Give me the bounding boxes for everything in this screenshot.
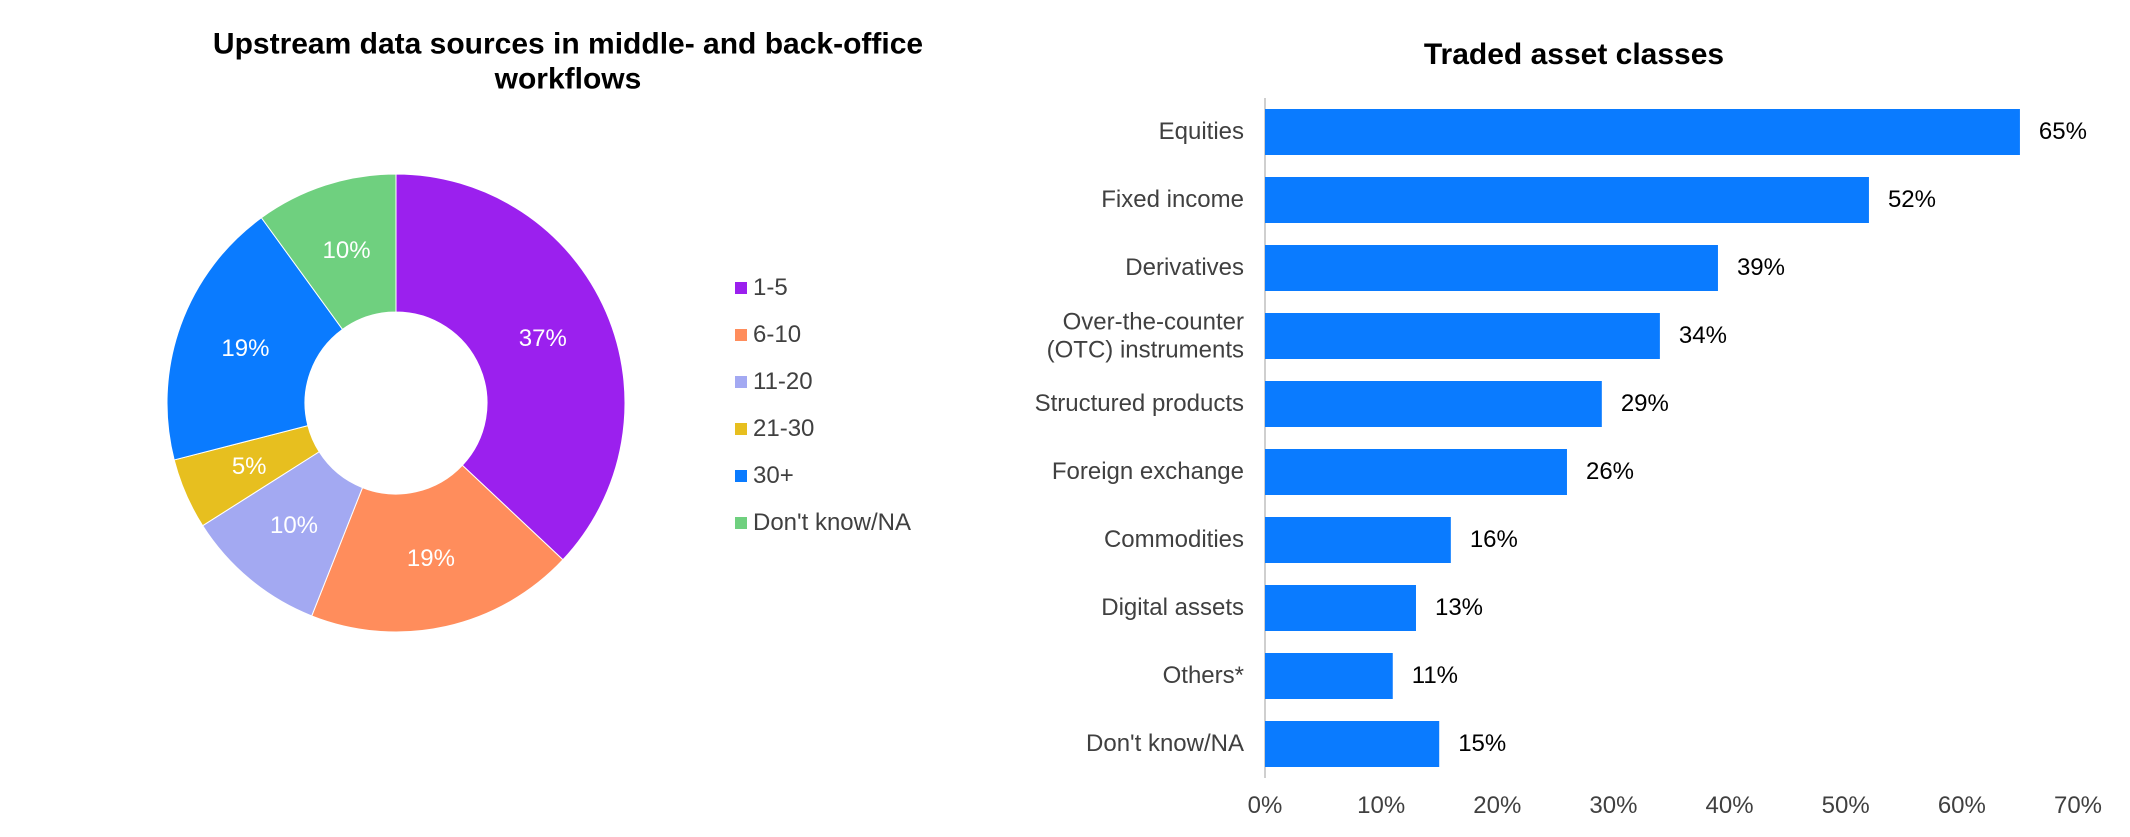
legend-swatch — [735, 470, 747, 482]
bar — [1265, 177, 1869, 223]
y-tick-label: Equities — [1158, 118, 1244, 146]
legend-label: 21-30 — [753, 415, 815, 443]
x-tick-label: 60% — [1937, 792, 1986, 820]
bar — [1265, 449, 1567, 495]
y-tick-label: Derivatives — [1125, 254, 1244, 282]
slice-label: 10% — [269, 512, 319, 540]
value-label: 15% — [1458, 730, 1507, 758]
y-tick-label: Digital assets — [1101, 594, 1244, 622]
bar — [1265, 109, 2020, 155]
bar — [1265, 313, 1660, 359]
legend-swatch — [735, 376, 747, 388]
y-tick-label: Over-the-counter (OTC) instruments — [1046, 308, 1244, 363]
slice-label: 37% — [518, 325, 567, 353]
value-label: 26% — [1585, 458, 1635, 486]
legend-swatch — [735, 282, 747, 294]
legend-swatch — [735, 517, 747, 529]
slice-label: 19% — [221, 335, 270, 362]
y-tick-label: Fixed income — [1101, 186, 1244, 214]
bar — [1265, 585, 1416, 631]
value-label: 16% — [1469, 526, 1518, 554]
bar — [1265, 245, 1718, 291]
x-tick-label: 10% — [1357, 792, 1406, 820]
bar — [1265, 653, 1393, 699]
bar — [1265, 381, 1602, 427]
pie-slice — [260, 173, 397, 331]
slice-label: 19% — [406, 545, 455, 573]
value-label: 65% — [2038, 118, 2087, 146]
legend-swatch — [735, 329, 747, 341]
value-label: 52% — [1887, 186, 1936, 214]
value-label: 34% — [1678, 322, 1727, 350]
slice-label: 10% — [322, 237, 371, 265]
y-tick-label: Structured products — [1034, 390, 1244, 418]
legend-label: 30+ — [753, 462, 794, 490]
legend-label: 11-20 — [753, 368, 813, 396]
y-tick-label: Don't know/NA — [1086, 730, 1244, 758]
legend-label: Don't know/NA — [753, 509, 911, 537]
chart-title: Traded asset classes — [1423, 37, 1725, 71]
pie-slice — [395, 173, 626, 561]
bar — [1265, 721, 1440, 767]
bar — [1265, 517, 1451, 563]
value-label: 11% — [1411, 662, 1459, 690]
legend-label: 6-10 — [753, 321, 802, 349]
pie-slice — [166, 217, 344, 461]
x-tick-label: 50% — [1821, 792, 1870, 820]
pie-slice — [311, 464, 564, 633]
chart-title: Upstream data sources in middle- and bac… — [212, 27, 924, 96]
x-tick-label: 70% — [2053, 792, 2103, 820]
x-tick-label: 30% — [1589, 792, 1638, 820]
y-tick-label: Others* — [1162, 662, 1244, 690]
slice-label: 5% — [231, 452, 267, 480]
x-tick-label: 0% — [1247, 792, 1283, 820]
x-tick-label: 20% — [1473, 792, 1522, 820]
value-label: 29% — [1620, 390, 1669, 418]
y-tick-label: Foreign exchange — [1051, 458, 1244, 486]
x-tick-label: 40% — [1705, 792, 1754, 820]
legend-label: 1-5 — [753, 274, 788, 302]
legend-swatch — [735, 423, 747, 435]
y-tick-label: Commodities — [1103, 526, 1244, 554]
value-label: 13% — [1434, 594, 1484, 622]
value-label: 39% — [1736, 254, 1785, 282]
